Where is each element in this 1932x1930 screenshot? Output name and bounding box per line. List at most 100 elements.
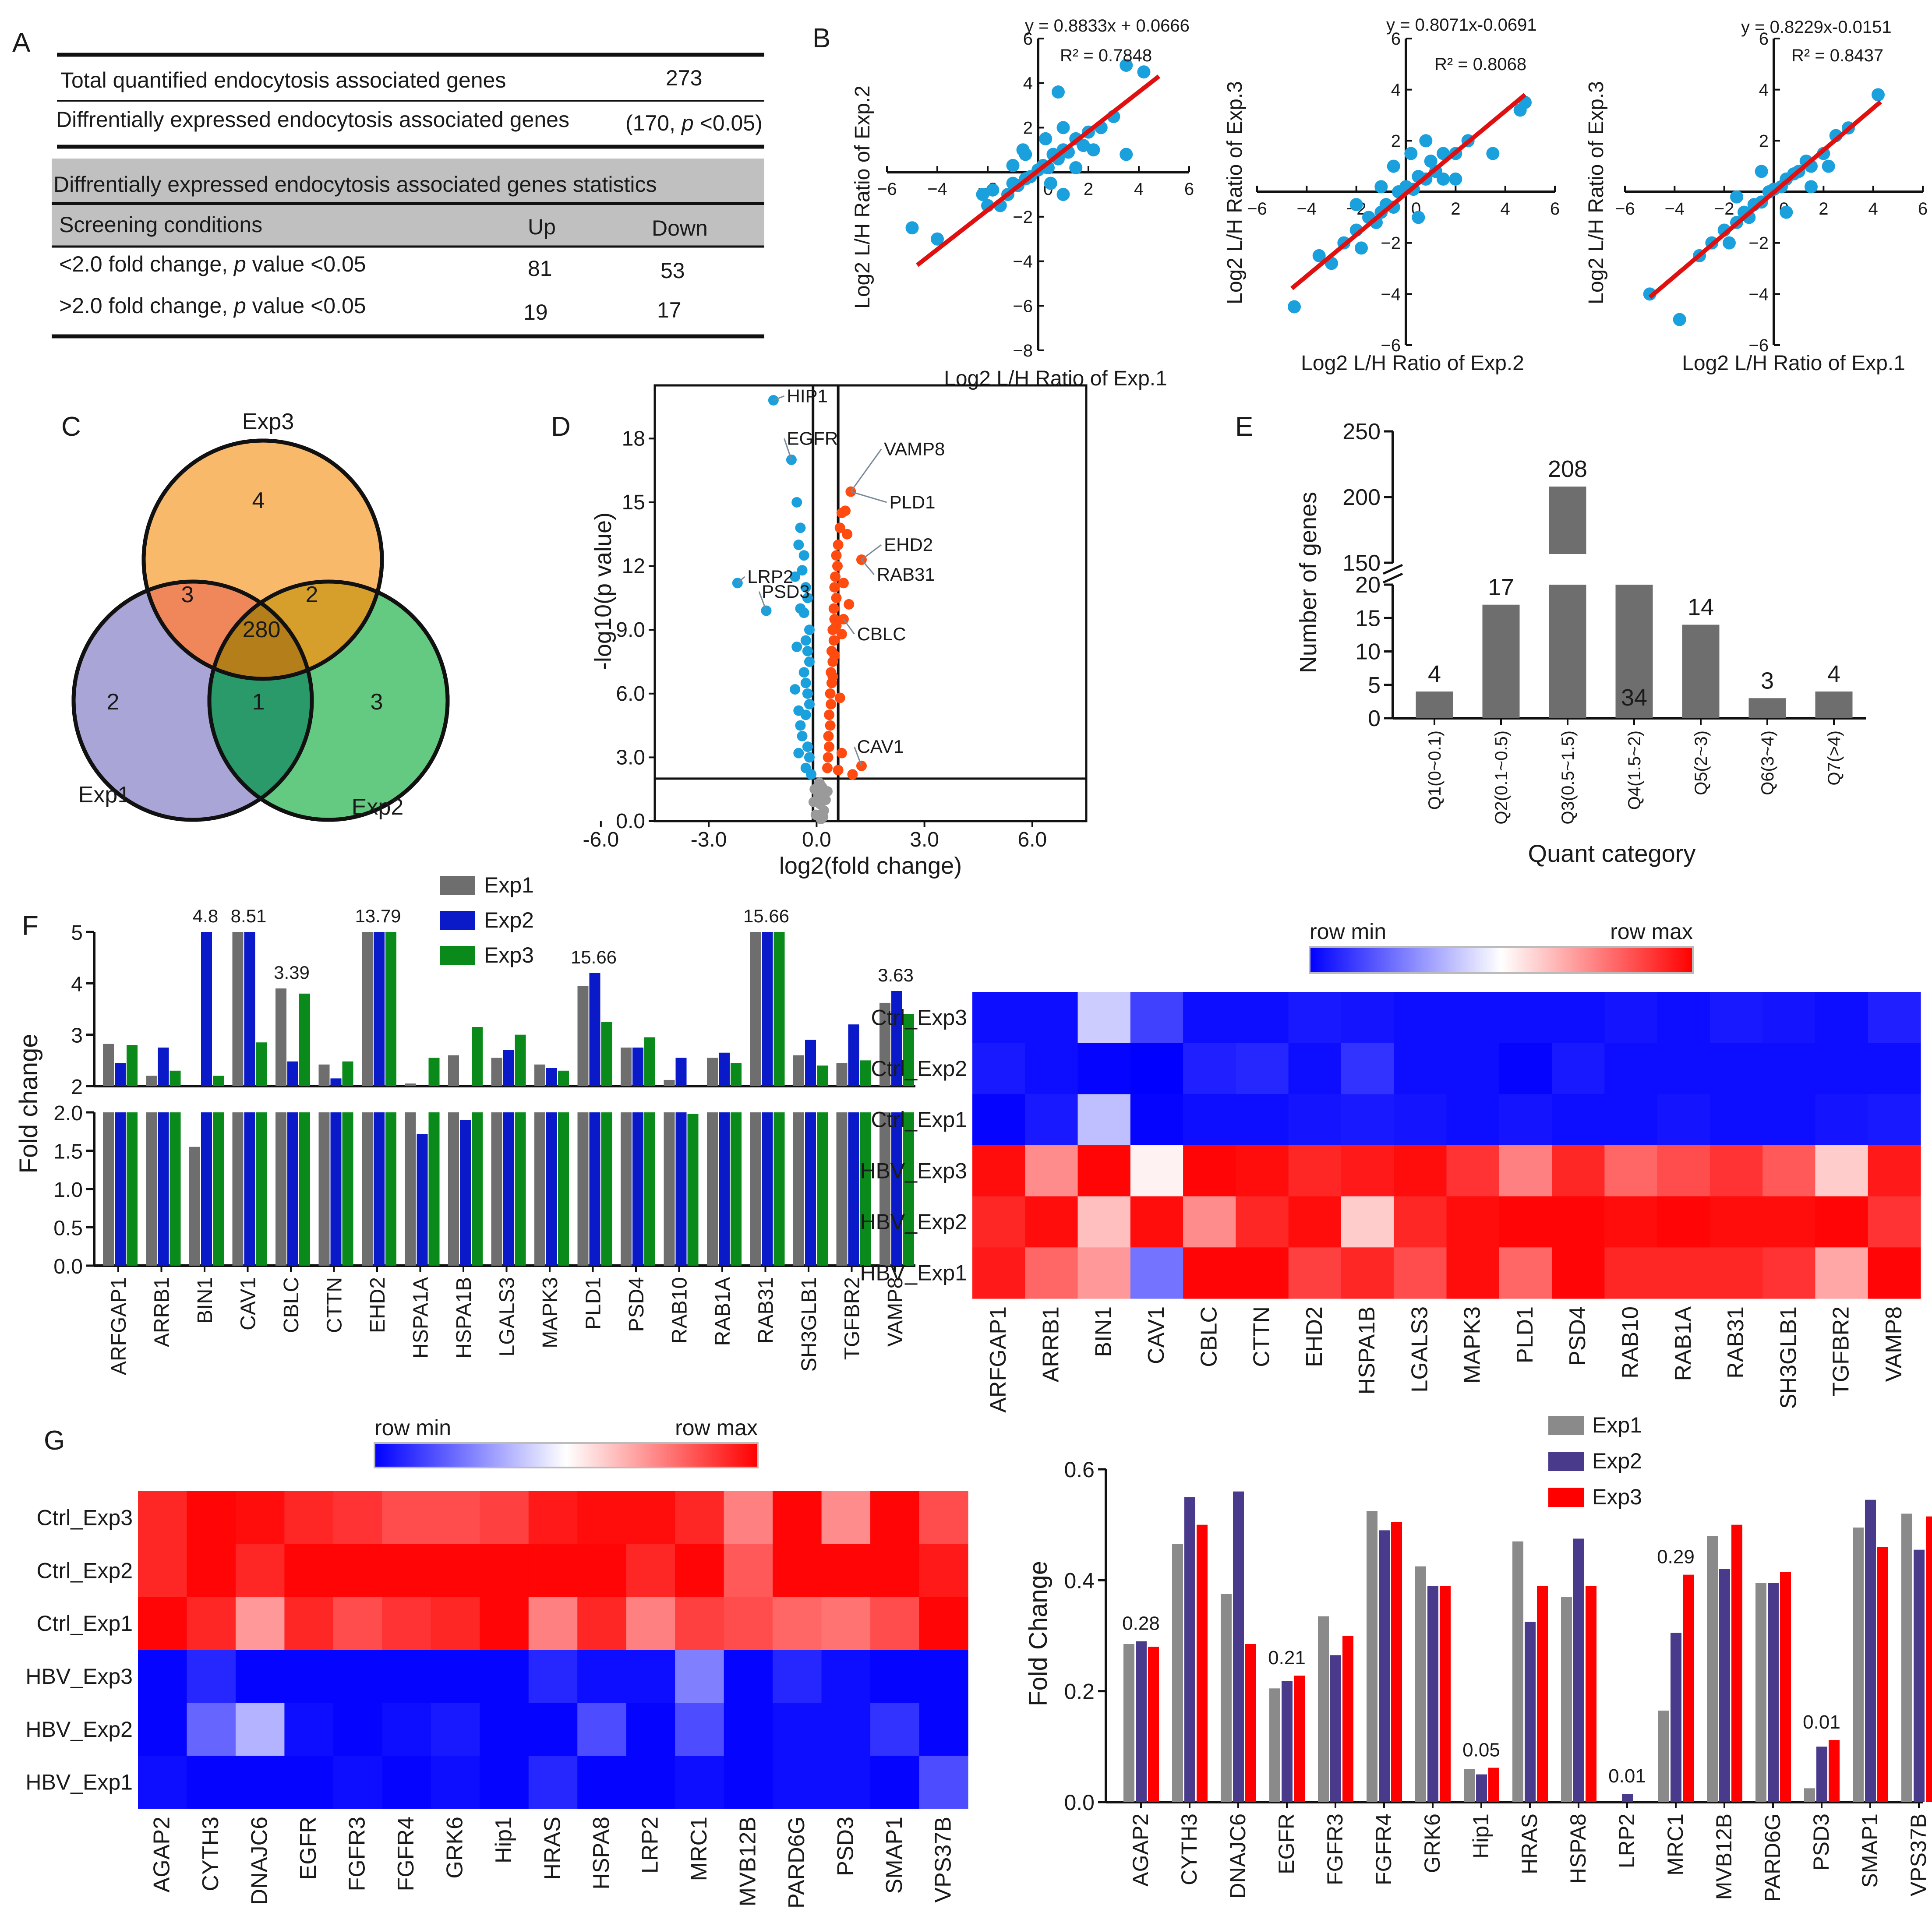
y-tick-label: 20 (1355, 572, 1381, 598)
heat-cell-ctrl-exp1-cav1 (1130, 1094, 1183, 1146)
y-tick-label: 4 (71, 973, 83, 996)
venn-diagram: Exp3 Exp1 Exp2 4 3 2 280 2 1 3 (71, 409, 450, 822)
heat-cell-ctrl-exp3-hras (528, 1491, 578, 1545)
scatter-point (1780, 205, 1793, 219)
venn-label-exp2: Exp2 (352, 794, 404, 820)
heat-cell-hbv-exp2-fgfr3 (333, 1703, 382, 1756)
y-tick-label: 0.0 (1064, 1790, 1095, 1815)
y-axis-title: Log2 L/H Ratio of Exp.3 (1223, 81, 1247, 304)
bar-ehd2-exp1-upper (362, 932, 373, 1086)
bar-vamp8-exp3-upper (903, 1014, 914, 1086)
heat-cell-hbv-exp1-bin1 (1077, 1247, 1131, 1299)
heat-cell-hbv-exp3-cblc (1183, 1145, 1236, 1197)
legend-swatch-exp1 (440, 876, 475, 895)
bar-cav1-exp1-upper (232, 932, 244, 1086)
heat-row-label-ctrl-exp2: Ctrl_Exp2 (871, 1056, 967, 1081)
heat-cell-ctrl-exp2-hras (528, 1544, 578, 1598)
bar-cblc-exp3-lower (299, 1112, 310, 1266)
bar-psd3-exp2 (1816, 1747, 1827, 1802)
x-tick-label: DNAJC6 (1226, 1814, 1250, 1898)
heat-cell-hbv-exp3-mvb12b (724, 1650, 773, 1703)
gene-label-leader (854, 746, 862, 766)
bar-grk6-exp2 (1427, 1586, 1438, 1802)
heat-col-label-rab1a: RAB1A (1671, 1306, 1696, 1381)
x-tick-label: FGFR3 (1323, 1814, 1347, 1885)
venn-overlap-e1-e3-fill (144, 582, 312, 679)
scatter-point (1120, 59, 1133, 72)
color-scale-bar (374, 1442, 759, 1468)
heat-cell-ctrl-exp2-bin1 (1077, 1043, 1131, 1094)
heat-cell-hbv-exp2-grk6 (431, 1703, 480, 1756)
bar-arfgap1-exp3-lower (127, 1112, 138, 1266)
heat-cell-hbv-exp3-bin1 (1077, 1145, 1131, 1197)
regression-line (1648, 100, 1882, 299)
scatter-point (1006, 159, 1020, 172)
x-tick-label: SMAP1 (1858, 1814, 1882, 1888)
heat-row-label-ctrl-exp1: Ctrl_Exp1 (36, 1611, 133, 1636)
heat-cell-ctrl-exp1-dnajc6 (235, 1597, 285, 1651)
table-col-up: Up (528, 215, 556, 239)
heat-cell-hbv-exp3-smap1 (870, 1650, 920, 1703)
y-tick-label: −4 (1013, 252, 1033, 272)
heat-cell-ctrl-exp3-mrc1 (675, 1491, 724, 1545)
bar-arrb1-exp2-lower (158, 1112, 169, 1266)
bar-hip1-exp1 (1464, 1769, 1475, 1802)
bar-cyth3-exp2 (1184, 1497, 1195, 1802)
bar-ehd2-exp1-lower (362, 1112, 373, 1266)
y-tick-label: 1.5 (53, 1140, 83, 1164)
bar-tgfbr2-exp1-lower (836, 1112, 848, 1266)
heat-cell-ctrl-exp1-pard6g (773, 1597, 822, 1651)
gene-label-psd3: PSD3 (762, 581, 810, 602)
panel-labels: A B C D E F G (12, 23, 1253, 1456)
heat-row-label-hbv-exp1: HBV_Exp1 (25, 1770, 133, 1795)
panel-label-a: A (12, 28, 31, 58)
bar-grk6-exp3 (1440, 1586, 1451, 1802)
heat-cell-hbv-exp1-mapk3 (1446, 1247, 1500, 1299)
heat-cell-ctrl-exp3-agap2 (138, 1491, 187, 1545)
scatter-point (1755, 165, 1768, 178)
heat-row-label-hbv-exp3: HBV_Exp3 (860, 1158, 967, 1183)
volcano-point-up (824, 741, 835, 752)
heat-col-label-arfgap1: ARFGAP1 (985, 1306, 1011, 1413)
volcano-point-down (802, 646, 813, 656)
bar-arfgap1-exp2-lower (115, 1112, 126, 1266)
heat-cell-hbv-exp2-hras (528, 1703, 578, 1756)
color-scale-min-label: row min (1310, 919, 1386, 944)
table-row2-value-pre: (170, (625, 111, 682, 135)
legend-swatch-exp3 (1548, 1488, 1584, 1507)
volcano-point-down (793, 705, 804, 716)
heat-cell-hbv-exp2-sh3glb1 (1762, 1196, 1816, 1248)
x-tick-label: PLD1 (582, 1277, 605, 1330)
table-r2-p: p (233, 293, 246, 318)
heat-cell-hbv-exp3-cttn (1236, 1145, 1289, 1197)
bar-rab31-exp1-upper (750, 932, 761, 1086)
bar-rab31-exp3-lower (774, 1112, 785, 1266)
venn-overlap-e2-e3 (209, 582, 382, 679)
x-axis-title: Log2 L/H Ratio of Exp.1 (944, 367, 1167, 390)
heat-cell-hbv-exp3-fgfr4 (382, 1650, 431, 1703)
panel-label-d: D (551, 412, 571, 442)
heat-cell-hbv-exp2-pld1 (1499, 1196, 1552, 1248)
heat-cell-hbv-exp1-rab31 (1709, 1247, 1763, 1299)
heat-cell-ctrl-exp1-psd3 (821, 1597, 871, 1651)
volcano-point-down (802, 593, 813, 603)
scatter-point (1355, 241, 1368, 255)
bar-arrb1-exp1-upper (146, 1076, 157, 1086)
x-tick-label: -3.0 (691, 828, 727, 851)
legend-swatch-exp2 (1548, 1452, 1584, 1471)
heat-cell-hbv-exp3-agap2 (138, 1650, 187, 1703)
legend-swatch-exp1 (1548, 1416, 1584, 1435)
bar-psd4-exp2-upper (632, 1048, 643, 1086)
heat-cell-hbv-exp2-mvb12b (724, 1703, 773, 1756)
table-r2-pre: >2.0 fold change, (59, 293, 234, 318)
y-tick-label: 2 (71, 1076, 83, 1099)
heat-row-label-hbv-exp2: HBV_Exp2 (25, 1717, 133, 1742)
heat-cell-hbv-exp3-rab10 (1604, 1145, 1658, 1197)
heat-cell-ctrl-exp2-lgals3 (1394, 1043, 1447, 1094)
heat-cell-hbv-exp1-vamp8 (1868, 1247, 1921, 1299)
bar-dnajc6-exp3 (1245, 1644, 1256, 1802)
heat-cell-ctrl-exp2-arrb1 (1025, 1043, 1078, 1094)
x-tick-label: -6.0 (583, 828, 619, 851)
heat-cell-ctrl-exp1-fgfr4 (382, 1597, 431, 1651)
bar-arfgap1-exp3-upper (127, 1045, 138, 1086)
